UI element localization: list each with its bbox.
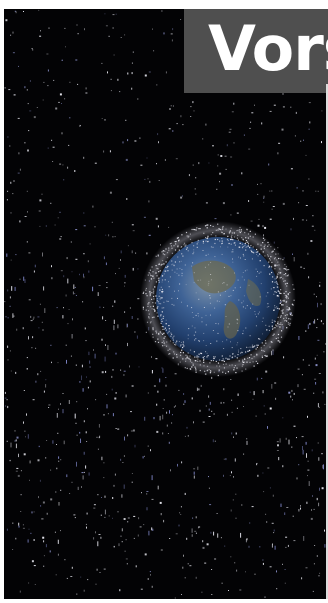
headline-text: Vors bbox=[208, 12, 328, 85]
headline-box: Vors bbox=[184, 9, 328, 93]
earth-landmass bbox=[192, 260, 236, 294]
space-scene bbox=[4, 9, 328, 599]
earth-body bbox=[156, 237, 280, 361]
page-edge bbox=[326, 84, 328, 599]
debris-ring bbox=[142, 223, 295, 377]
earth-globe bbox=[140, 221, 296, 377]
earth-landmass-south bbox=[223, 301, 241, 339]
earth-landmass-east bbox=[246, 279, 262, 307]
space-photo: Vors bbox=[4, 9, 328, 599]
